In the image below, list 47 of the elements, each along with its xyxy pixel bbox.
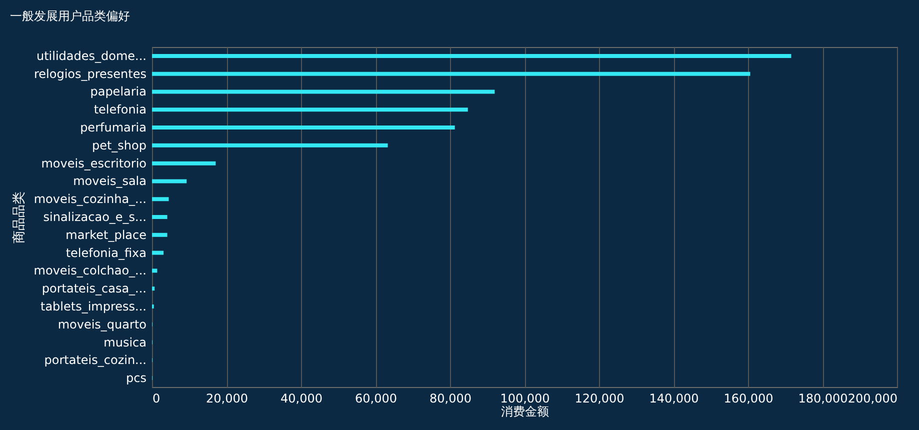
bar [152, 108, 468, 112]
y-tick-label: moveis_quarto [58, 317, 146, 332]
chart-title: 一般发展用户品类偏好 [10, 9, 130, 23]
x-tick-label: 20,000 [206, 392, 248, 406]
y-tick-label: moveis_colchao_... [34, 264, 146, 278]
bar [152, 90, 495, 94]
y-tick-label: pcs [126, 371, 146, 386]
bar [152, 161, 216, 166]
bar [152, 286, 155, 291]
x-tick-label: 180,000 [798, 392, 848, 406]
x-tick-label: 80,000 [430, 392, 472, 406]
x-tick-label: 100,000 [500, 392, 550, 406]
y-tick-label: pet_shop [92, 138, 146, 152]
y-tick-label: portateis_casa_... [42, 282, 146, 296]
bar [152, 197, 169, 202]
y-tick-label: portateis_cozin... [44, 353, 146, 368]
bar [152, 179, 187, 184]
y-tick-label: telefonia [94, 102, 146, 117]
y-tick-label: relogios_presentes [34, 66, 146, 81]
y-tick-label: tablets_impress... [40, 299, 146, 314]
y-tick-label: utilidades_dome... [36, 48, 146, 63]
bar [152, 54, 792, 58]
y-tick-label: moveis_escritorio [41, 156, 146, 170]
x-tick-label: 160,000 [724, 392, 774, 406]
y-tick-label: moveis_sala [73, 174, 146, 188]
x-tick-label: 40,000 [280, 392, 322, 406]
bar [152, 268, 158, 273]
bar [152, 143, 388, 148]
x-tick-label: 0 [152, 392, 160, 406]
y-tick-label: market_place [66, 228, 146, 242]
bar [152, 72, 750, 76]
x-tick-label: 140,000 [649, 392, 699, 406]
bar [152, 232, 168, 237]
y-axis-title: 商品品类 [12, 192, 27, 244]
bar [152, 126, 455, 130]
x-axis-title: 消费金额 [501, 404, 549, 418]
x-tick-label: 60,000 [355, 392, 397, 406]
x-tick-label: 200,000 [848, 392, 898, 406]
y-tick-label: musica [104, 335, 146, 350]
x-tick-label: 120,000 [574, 392, 624, 406]
y-tick-label: perfumaria [80, 120, 146, 135]
y-tick-label: moveis_cozinha_... [34, 192, 146, 206]
bar [152, 250, 164, 255]
y-tick-label: papelaria [90, 84, 146, 99]
bar [152, 215, 168, 219]
y-tick-label: telefonia_fixa [66, 246, 146, 260]
y-tick-label: sinalizacao_e_s... [43, 210, 146, 224]
